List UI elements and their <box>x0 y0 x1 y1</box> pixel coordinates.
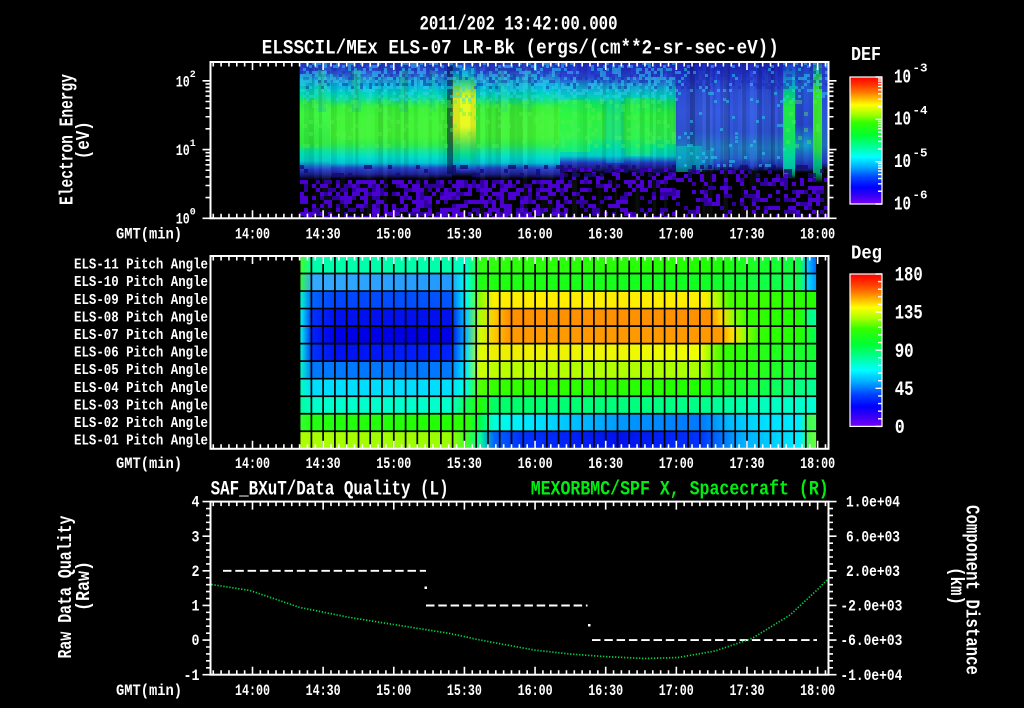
svg-text:0: 0 <box>190 207 196 218</box>
svg-text:DEF: DEF <box>851 44 881 66</box>
svg-text:GMT(min): GMT(min) <box>116 226 182 244</box>
svg-text:17:30: 17:30 <box>730 226 765 244</box>
svg-text:15:00: 15:00 <box>376 455 411 473</box>
svg-text:ELSSCIL/MEx ELS-07 LR-Bk (erg: ELSSCIL/MEx ELS-07 LR-Bk (ergs/(cm**2-sr… <box>262 38 779 61</box>
svg-text:14:00: 14:00 <box>235 226 270 244</box>
svg-text:-6.0e+03: -6.0e+03 <box>840 632 902 650</box>
svg-text:16:00: 16:00 <box>518 226 553 244</box>
svg-text:45: 45 <box>895 379 914 402</box>
svg-text:SAF_BXuT/Data Quality (L): SAF_BXuT/Data Quality (L) <box>211 479 449 502</box>
svg-text:16:30: 16:30 <box>588 226 623 244</box>
svg-text:-6: -6 <box>913 190 928 203</box>
svg-text:3: 3 <box>192 528 200 546</box>
svg-text:16:00: 16:00 <box>518 682 553 700</box>
svg-text:18:00: 18:00 <box>800 226 835 244</box>
svg-text:ELS-02 Pitch Angle: ELS-02 Pitch Angle <box>74 415 208 432</box>
svg-text:17:00: 17:00 <box>659 682 694 700</box>
svg-text:ELS-11 Pitch Angle: ELS-11 Pitch Angle <box>74 257 208 274</box>
svg-text:ELS-08 Pitch Angle: ELS-08 Pitch Angle <box>74 309 208 326</box>
svg-text:135: 135 <box>895 303 923 326</box>
svg-text:14:00: 14:00 <box>235 682 270 700</box>
svg-text:17:30: 17:30 <box>730 455 765 473</box>
svg-text:1.0e+04: 1.0e+04 <box>846 494 900 512</box>
svg-text:GMT(min): GMT(min) <box>116 682 182 700</box>
svg-text:-1: -1 <box>184 667 200 685</box>
svg-text:-5: -5 <box>913 147 928 160</box>
svg-text:15:30: 15:30 <box>447 455 482 473</box>
svg-text:16:00: 16:00 <box>518 455 553 473</box>
svg-text:ELS-07 Pitch Angle: ELS-07 Pitch Angle <box>74 327 208 344</box>
svg-text:Component Distance: Component Distance <box>961 505 983 675</box>
svg-text:4: 4 <box>192 494 200 512</box>
svg-text:2011/202 13:42:00.000: 2011/202 13:42:00.000 <box>420 14 618 37</box>
svg-text:14:30: 14:30 <box>306 226 341 244</box>
svg-text:15:00: 15:00 <box>376 226 411 244</box>
svg-text:Electron Energy: Electron Energy <box>57 74 79 205</box>
svg-text:10: 10 <box>894 151 911 173</box>
svg-text:ELS-05 Pitch Angle: ELS-05 Pitch Angle <box>74 362 208 379</box>
svg-text:2: 2 <box>192 563 200 581</box>
svg-text:1: 1 <box>190 139 196 150</box>
svg-text:2.0e+03: 2.0e+03 <box>846 563 900 581</box>
svg-text:-3: -3 <box>913 63 928 76</box>
svg-text:90: 90 <box>895 341 914 364</box>
svg-text:15:30: 15:30 <box>447 226 482 244</box>
svg-text:GMT(min): GMT(min) <box>116 455 182 473</box>
svg-text:6.0e+03: 6.0e+03 <box>846 528 900 546</box>
svg-text:180: 180 <box>895 265 923 288</box>
svg-text:Deg: Deg <box>851 243 882 265</box>
svg-text:ELS-10 Pitch Angle: ELS-10 Pitch Angle <box>74 274 208 291</box>
svg-text:(km): (km) <box>945 567 967 605</box>
svg-text:Raw Data Quality: Raw Data Quality <box>55 515 77 658</box>
svg-text:15:30: 15:30 <box>447 682 482 700</box>
svg-text:MEXORBMC/SPF X, Spacecraft (R): MEXORBMC/SPF X, Spacecraft (R) <box>531 479 829 502</box>
svg-text:(Raw): (Raw) <box>73 561 95 611</box>
svg-text:2: 2 <box>190 70 196 81</box>
svg-text:10: 10 <box>894 66 911 88</box>
svg-text:10: 10 <box>176 210 190 228</box>
svg-text:-2.0e+03: -2.0e+03 <box>840 598 902 616</box>
svg-text:18:00: 18:00 <box>800 455 835 473</box>
svg-text:16:30: 16:30 <box>588 455 623 473</box>
svg-text:17:00: 17:00 <box>659 455 694 473</box>
svg-text:18:00: 18:00 <box>800 682 835 700</box>
svg-text:17:00: 17:00 <box>659 226 694 244</box>
svg-text:1: 1 <box>192 598 200 616</box>
svg-text:15:00: 15:00 <box>376 682 411 700</box>
svg-text:16:30: 16:30 <box>588 682 623 700</box>
svg-text:10: 10 <box>894 193 911 215</box>
svg-text:0: 0 <box>192 632 200 650</box>
svg-text:14:30: 14:30 <box>306 455 341 473</box>
svg-text:ELS-06 Pitch Angle: ELS-06 Pitch Angle <box>74 345 208 362</box>
svg-text:ELS-04 Pitch Angle: ELS-04 Pitch Angle <box>74 380 208 397</box>
svg-text:ELS-09 Pitch Angle: ELS-09 Pitch Angle <box>74 292 208 309</box>
svg-text:-1.0e+04: -1.0e+04 <box>840 667 902 685</box>
svg-text:14:30: 14:30 <box>306 682 341 700</box>
svg-text:14:00: 14:00 <box>235 455 270 473</box>
svg-text:0: 0 <box>895 417 905 440</box>
svg-text:10: 10 <box>176 142 190 160</box>
svg-text:(eV): (eV) <box>73 121 95 159</box>
svg-text:17:30: 17:30 <box>730 682 765 700</box>
svg-text:ELS-03 Pitch Angle: ELS-03 Pitch Angle <box>74 397 208 414</box>
svg-text:ELS-01 Pitch Angle: ELS-01 Pitch Angle <box>74 433 208 450</box>
svg-text:10: 10 <box>176 73 190 91</box>
svg-text:10: 10 <box>894 109 911 131</box>
svg-text:-4: -4 <box>913 105 928 118</box>
